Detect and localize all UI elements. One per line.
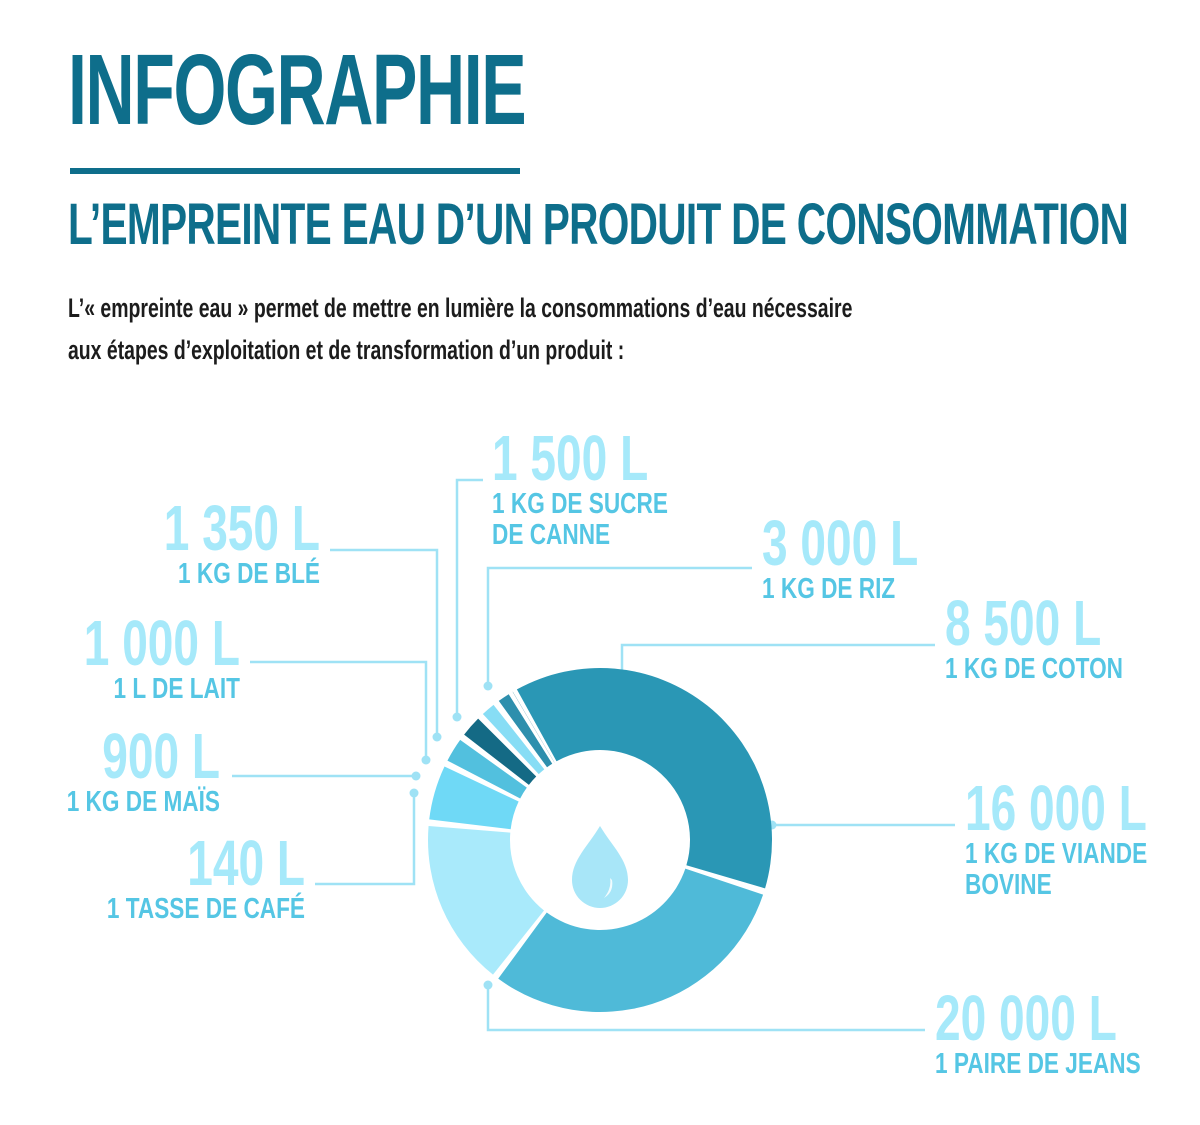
leader-dot-1-kg-de-sucre-de-canne [452,712,462,722]
intro-line-1: L’« empreinte eau » permet de mettre en … [68,293,853,323]
value-label-1-l-de-lait: 1 000 L [84,608,240,679]
value-label-1-kg-de-coton: 8 500 L [945,588,1101,659]
slice-1-l-de-lait [482,704,545,775]
category-label-1-kg-de-sucre-de-canne: DE CANNE [492,517,610,550]
category-label-1-kg-de-sucre-de-canne: 1 KG DE SUCRE [492,486,668,519]
slice-1-paire-de-jeans [516,668,772,889]
slice-1-kg-de-mais [498,694,553,768]
leader-dot-1-l-de-lait [421,755,431,765]
leader-dot-1-kg-de-mais [411,771,421,781]
category-label-1-kg-de-coton: 1 KG DE COTON [945,651,1123,684]
category-label-1-kg-de-ble: 1 KG DE BLÉ [178,556,320,589]
intro-line-2: aux étapes d’exploitation et de transfor… [68,335,625,365]
slice-1-kg-de-coton [428,825,545,975]
category-label-1-kg-de-mais: 1 KG DE MAÏS [67,784,220,817]
value-label-1-kg-de-riz: 3 000 L [762,508,918,579]
donut-slices [428,668,772,1012]
leader-dot-1-kg-de-riz [483,681,493,691]
water-drop-icon [572,826,628,908]
leader-line-1-kg-de-riz [486,566,752,686]
slice-1-kg-de-viande-bovine [498,868,764,1012]
leader-line-1-kg-de-ble [330,548,439,737]
slice-1-kg-de-riz [429,766,519,830]
title-underline [70,168,520,174]
slice-1-tasse-de-cafe [512,691,555,763]
category-label-1-kg-de-viande-bovine: 1 KG DE VIANDE [965,836,1147,869]
value-label-1-tasse-de-cafe: 140 L [187,828,305,899]
leader-line-1-tasse-de-cafe [315,793,416,886]
leader-dot-1-kg-de-ble [432,732,442,742]
slice-1-kg-de-sucre-de-canne [447,739,527,799]
leader-line-1-paire-de-jeans [486,985,925,1032]
category-label-1-kg-de-viande-bovine: BOVINE [965,867,1052,900]
value-label-1-kg-de-viande-bovine: 16 000 L [965,773,1147,844]
intro-text: L’« empreinte eau » permet de mettre en … [68,287,852,371]
leader-dot-1-tasse-de-cafe [409,788,419,798]
slice-1-kg-de-ble [464,718,537,785]
value-label-1-kg-de-ble: 1 350 L [164,493,320,564]
value-label-1-kg-de-mais: 900 L [102,721,220,792]
leader-line-1-kg-de-sucre-de-canne [455,478,483,717]
leader-dot-1-paire-de-jeans [483,980,493,990]
category-label-1-paire-de-jeans: 1 PAIRE DE JEANS [935,1046,1141,1079]
category-label-1-kg-de-riz: 1 KG DE RIZ [762,571,895,604]
infographic-subtitle: L’EMPREINTE EAU D’UN PRODUIT DE CONSOMMA… [68,192,1129,257]
infographic-title: INFOGRAPHIE [68,34,527,146]
category-label-1-tasse-de-cafe: 1 TASSE DE CAFÉ [107,891,305,924]
category-label-1-l-de-lait: 1 L DE LAIT [114,671,241,704]
value-label-1-paire-de-jeans: 20 000 L [935,983,1117,1054]
value-label-1-kg-de-sucre-de-canne: 1 500 L [492,423,648,494]
leader-lines [232,478,955,1032]
leader-line-1-kg-de-coton [620,643,935,677]
leader-line-1-l-de-lait [250,660,428,760]
drop-highlight [604,878,613,898]
